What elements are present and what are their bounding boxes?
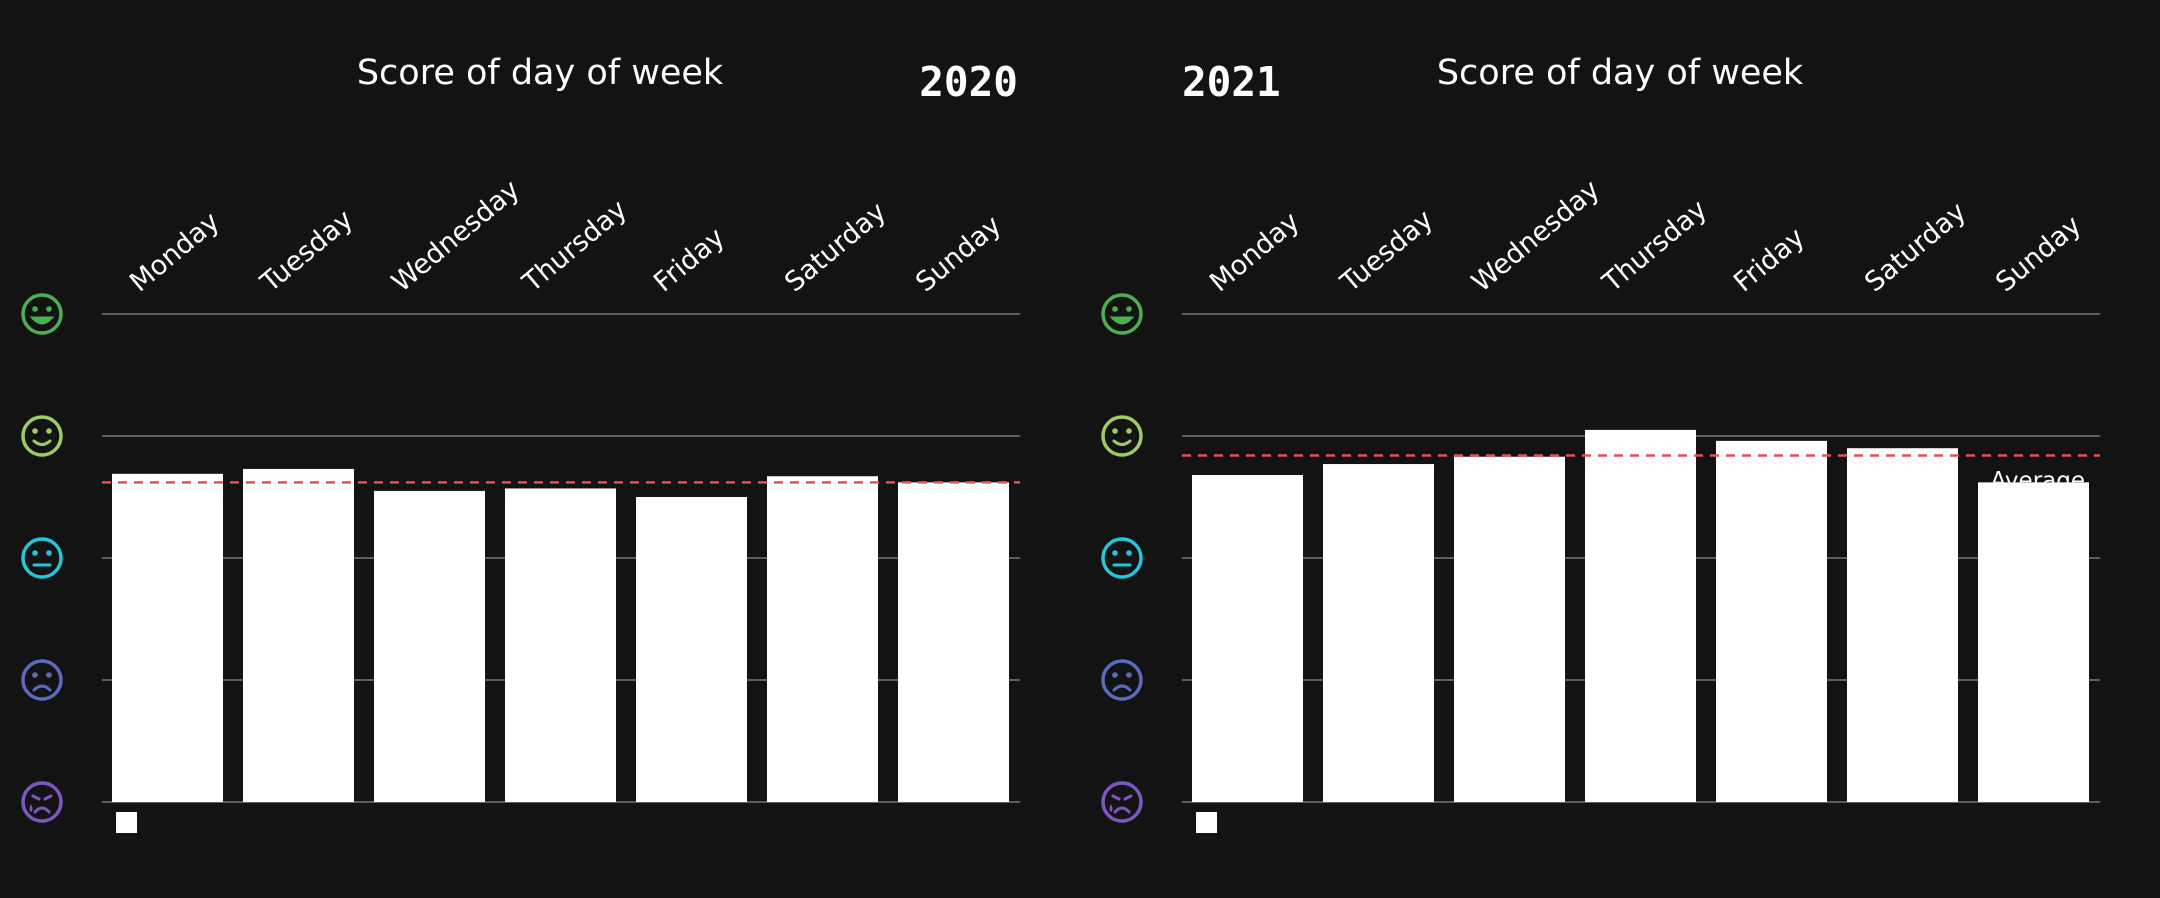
bar (112, 473, 223, 802)
x-tick-label: Saturday (779, 196, 892, 298)
x-tick-label: Wednesday (386, 174, 526, 298)
x-tick-label: Tuesday (254, 204, 359, 299)
bad-face-icon (21, 659, 63, 701)
bar (1978, 482, 2089, 802)
x-tick-label: Friday (1728, 222, 1811, 298)
x-tick-label: Tuesday (1334, 204, 1439, 299)
legend-swatch (1196, 812, 1217, 833)
x-tick-label: Saturday (1859, 196, 1972, 298)
good-face-icon (21, 415, 63, 457)
meh-face-icon (1101, 537, 1143, 579)
bar (898, 482, 1009, 802)
x-tick-label: Sunday (1990, 210, 2087, 299)
year-label: 2021 (1182, 58, 1281, 106)
average-annotation: Average (1991, 468, 2085, 494)
x-tick-label: Thursday (516, 194, 633, 299)
year-label: 2020 (919, 58, 1018, 106)
bar (1716, 440, 1827, 802)
bar (243, 468, 354, 802)
x-tick-label: Sunday (910, 210, 1007, 299)
chart-panel-2020: Score of day of week 2020 Monday Tuesday Wed… (102, 53, 1020, 833)
awful-face-icon (1101, 781, 1143, 823)
meh-face-icon (21, 537, 63, 579)
x-tick-label: Monday (1204, 206, 1306, 298)
bar (1585, 429, 1696, 802)
x-tick-label: Thursday (1596, 194, 1713, 299)
bar (1192, 475, 1303, 802)
bar (767, 476, 878, 802)
chart-title: Score of day of week (1437, 53, 1804, 93)
bad-face-icon (1101, 659, 1143, 701)
chart-title: Score of day of week (357, 53, 724, 93)
bar (636, 497, 747, 802)
bar (1847, 448, 1958, 802)
x-tick-label: Friday (648, 222, 731, 298)
rad-face-icon (1101, 293, 1143, 335)
x-tick-label: Monday (124, 206, 226, 298)
bar (505, 488, 616, 802)
x-tick-label: Wednesday (1466, 174, 1606, 298)
bar (1454, 456, 1565, 802)
legend-swatch (116, 812, 137, 833)
good-face-icon (1101, 415, 1143, 457)
chart-panel-2021: Score of day of week 2021 Average Monday Tue… (1182, 53, 2100, 833)
bar (1323, 464, 1434, 802)
bar (374, 490, 485, 802)
awful-face-icon (21, 781, 63, 823)
rad-face-icon (21, 293, 63, 335)
